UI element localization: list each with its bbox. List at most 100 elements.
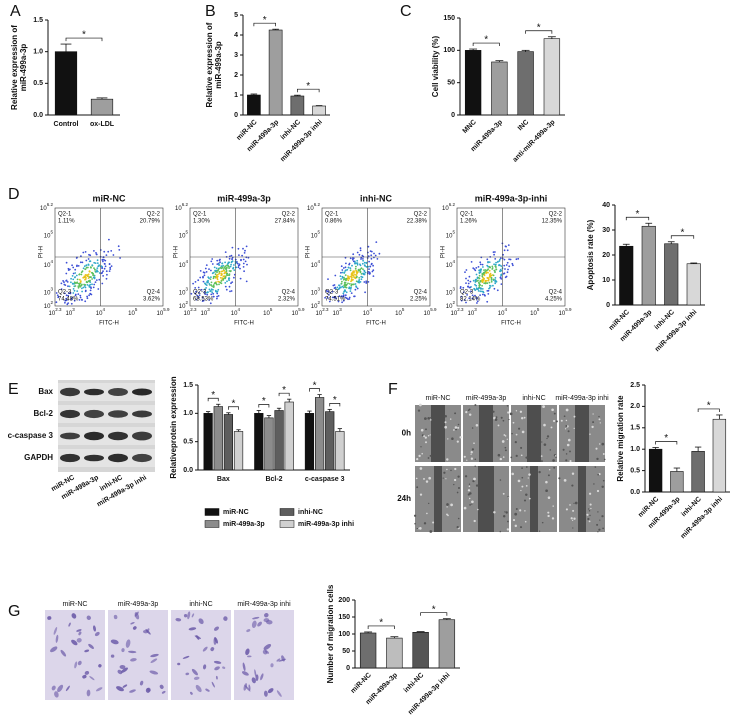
event-dot: [89, 289, 92, 292]
event-dot: [343, 271, 346, 274]
cell-speck: [457, 426, 460, 429]
event-dot: [372, 264, 374, 267]
cell-speck: [474, 458, 477, 461]
event-dot: [92, 286, 95, 289]
significance-bracket: [258, 404, 270, 408]
event-dot: [350, 279, 353, 282]
event-dot: [481, 275, 484, 278]
event-dot: [79, 261, 82, 264]
event-dot: [370, 254, 373, 257]
stained-cell: [121, 648, 125, 653]
event-dot: [354, 283, 357, 285]
panel-label: A: [10, 3, 21, 20]
tick-base: 10: [157, 311, 164, 317]
event-dot: [81, 298, 83, 301]
event-dot: [96, 259, 99, 262]
event-dot: [498, 260, 501, 262]
y-tick-label: 0: [606, 302, 610, 309]
event-dot: [500, 278, 503, 280]
event-dot: [346, 268, 349, 271]
x-tick-label: 105: [530, 307, 540, 316]
cell-speck: [598, 415, 600, 418]
stained-cell: [134, 612, 140, 620]
event-dot: [362, 259, 364, 262]
x-axis-label: FITC-H: [501, 321, 521, 327]
event-dot: [363, 261, 366, 264]
cell-speck: [523, 499, 527, 502]
event-dot: [373, 252, 375, 255]
blot-band: [84, 388, 104, 396]
stained-cell: [95, 687, 103, 692]
event-dot: [355, 262, 358, 264]
event-dot: [73, 299, 76, 302]
event-dot: [217, 288, 220, 291]
event-dot: [84, 268, 87, 271]
column-label: miR-499a-3p inhi: [555, 395, 609, 402]
event-dot: [107, 250, 110, 253]
event-dot: [348, 287, 350, 290]
event-dot: [466, 294, 468, 296]
event-dot: [236, 262, 239, 265]
event-dot: [468, 286, 471, 289]
cell-speck: [588, 520, 591, 523]
event-dot: [203, 291, 206, 294]
panel-label: B: [205, 3, 216, 20]
event-dot: [362, 268, 364, 271]
tick-exponent: 5.9: [298, 307, 305, 312]
cell-speck: [473, 442, 475, 445]
stained-cell: [113, 614, 118, 620]
event-dot: [349, 283, 351, 285]
tick-base: 10: [446, 233, 453, 239]
quadrant-percent: 1.30%: [193, 219, 211, 225]
event-dot: [67, 285, 69, 288]
event-dot: [211, 291, 214, 294]
event-dot: [341, 301, 343, 304]
tick-exponent: 3: [207, 307, 210, 312]
event-dot: [228, 285, 231, 288]
event-dot: [204, 283, 207, 286]
y-tick-label: 102: [446, 300, 456, 309]
column-label: miR-499a-3p inhi: [237, 601, 291, 608]
quadrant-name: Q2-2: [282, 212, 296, 218]
stained-cell: [147, 687, 151, 692]
cell-speck: [424, 441, 428, 444]
tick-exponent: 5: [317, 230, 320, 235]
significance-label: *: [82, 30, 86, 41]
event-dot: [214, 273, 217, 276]
tick-exponent: 3: [317, 286, 320, 291]
event-dot: [221, 266, 224, 269]
event-dot: [469, 280, 472, 283]
event-dot: [235, 266, 238, 269]
stained-cell: [213, 660, 222, 664]
y-axis-label: PI-H: [441, 246, 447, 258]
event-dot: [225, 288, 228, 291]
event-dot: [228, 274, 231, 277]
cell-speck: [451, 437, 454, 440]
event-dot: [348, 277, 351, 280]
significance-bracket: [420, 612, 448, 616]
event-dot: [342, 286, 345, 289]
legend-swatch: [279, 508, 295, 516]
cell-speck: [542, 405, 545, 408]
event-dot: [87, 258, 90, 260]
y-tick-label: 0.5: [183, 439, 193, 446]
event-dot: [479, 263, 482, 266]
event-dot: [478, 271, 481, 274]
cell-speck: [468, 497, 471, 500]
event-dot: [108, 238, 110, 241]
event-dot: [218, 283, 220, 286]
significance-label: *: [707, 401, 711, 412]
event-dot: [378, 252, 381, 255]
stained-cell: [47, 616, 52, 620]
tick-exponent: 4: [50, 259, 53, 264]
bar: [223, 414, 234, 471]
significance-label: *: [681, 227, 685, 238]
cell-speck: [591, 425, 594, 429]
significance-label: *: [211, 390, 215, 401]
y-tick-label: 0.0: [630, 489, 640, 496]
event-dot: [483, 274, 486, 276]
event-dot: [348, 296, 351, 299]
stained-cell: [223, 616, 228, 621]
cell-speck: [425, 480, 429, 483]
event-dot: [240, 258, 242, 261]
